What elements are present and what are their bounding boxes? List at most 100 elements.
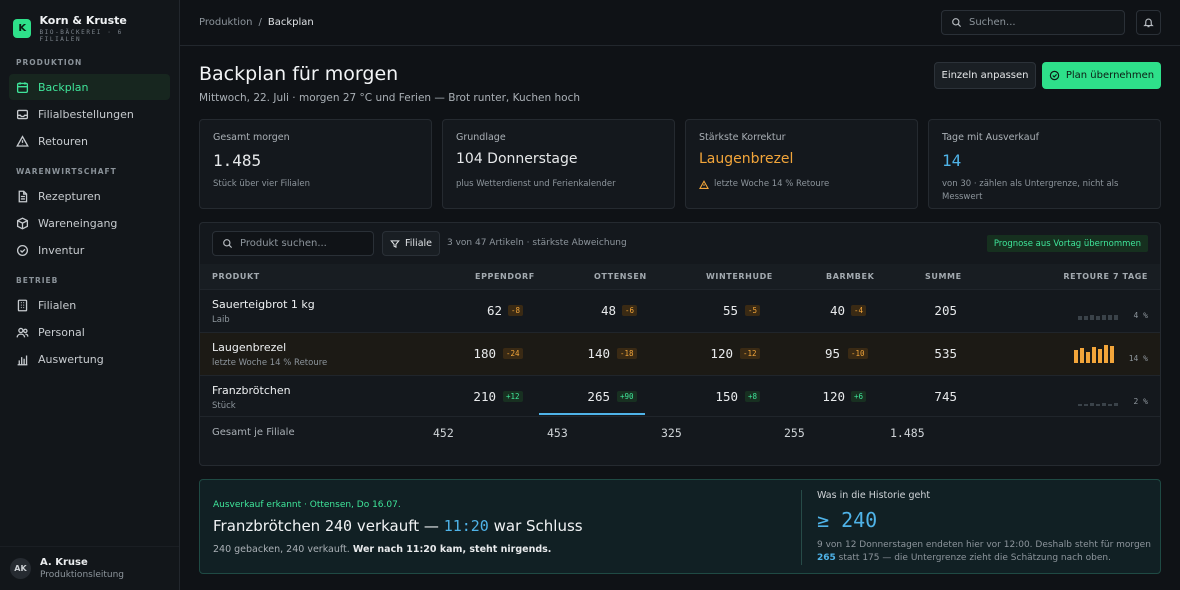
cell-barmbek[interactable]: 95 — [824, 346, 840, 361]
sparkline-bar — [1102, 403, 1106, 406]
product-sub: letzte Woche 14 % Retoure — [212, 358, 328, 368]
sidebar-item-filialen[interactable]: Filialen — [9, 292, 170, 318]
alert-headline-time: 11:20 — [443, 517, 489, 535]
col-ottensen: OTTENSEN — [594, 272, 647, 281]
user-role: Produktionsleitung — [40, 570, 125, 580]
card-note: plus Wetterdienst und Ferienkalender — [456, 179, 616, 189]
sidebar-item-rezepturen[interactable]: Rezepturen — [9, 183, 170, 209]
notifications-button[interactable] — [1136, 10, 1161, 35]
card-note: Stück über vier Filialen — [213, 179, 310, 189]
product-search-placeholder: Produkt suchen... — [240, 238, 327, 249]
delta-barmbek: -4 — [851, 305, 867, 316]
inbox-icon — [16, 109, 29, 119]
alert-triangle-icon — [16, 134, 29, 147]
card-value: 104 Donnerstage — [456, 151, 578, 167]
cell-ottensen[interactable]: 265 — [587, 389, 610, 404]
table-header: PRODUKT EPPENDORF OTTENSEN WINTERHUDE BA… — [200, 264, 1160, 289]
sidebar-item-auswertung[interactable]: Auswertung — [9, 346, 170, 372]
sparkline-bar — [1110, 346, 1114, 363]
table-row[interactable]: Franzbrötchen Stück 210 +12 265 +90 150 … — [200, 375, 1160, 418]
sparkline-bar — [1084, 316, 1088, 320]
delta-barmbek: +6 — [851, 391, 867, 402]
delta-winterhude: -5 — [745, 305, 761, 316]
selected-cell-underline — [539, 413, 645, 415]
cell-summe: 745 — [934, 389, 957, 404]
sparkline-bar — [1098, 349, 1102, 363]
brand-subtitle: BIO-BÄCKEREI · 6 FILIALEN — [39, 29, 123, 43]
sparkline-bar — [1102, 315, 1106, 320]
card-basis: Grundlage 104 Donnerstage plus Wetterdie… — [442, 119, 675, 209]
sidebar: K Korn & Kruste BIO-BÄCKEREI · 6 FILIALE… — [0, 0, 180, 590]
table-footer: Gesamt je Filiale 452 453 325 255 1.485 — [200, 416, 1160, 446]
search-input[interactable]: Suchen... — [941, 10, 1125, 35]
history-text-num: 265 — [817, 553, 836, 563]
search-placeholder: Suchen... — [969, 17, 1016, 28]
col-produkt: PRODUKT — [212, 272, 260, 281]
card-value: 14 — [942, 151, 962, 170]
page-subtitle: Mittwoch, 22. Juli · morgen 27 °C und Fe… — [199, 92, 581, 104]
bar-chart-icon — [17, 354, 28, 365]
cell-barmbek[interactable]: 120 — [822, 389, 845, 404]
history-text: 9 von 12 Donnerstagen endeten hier vor 1… — [817, 539, 1152, 565]
cell-barmbek[interactable]: 40 — [829, 303, 845, 318]
user-profile[interactable]: AK A. Kruse Produktionsleitung — [0, 546, 179, 590]
section-betrieb: BETRIEB — [16, 276, 59, 285]
alert-headline-mid: verkauft — — [356, 517, 439, 535]
filter-button[interactable]: Filiale — [382, 231, 440, 256]
topbar: Produktion / Backplan Suchen... — [180, 0, 1180, 46]
alert-body: 240 gebacken, 240 verkauft. Wer nach 11:… — [213, 544, 551, 555]
sparkline-bar — [1092, 347, 1096, 363]
retoure-sparkline — [1074, 345, 1114, 363]
cell-ottensen[interactable]: 140 — [587, 346, 610, 361]
sidebar-item-backplan[interactable]: Backplan — [9, 74, 170, 100]
cell-eppendorf[interactable]: 62 — [486, 303, 502, 318]
card-value: Laugenbrezel — [699, 151, 794, 167]
sidebar-item-inventur[interactable]: Inventur — [9, 237, 170, 263]
col-barmbek: BARMBEK — [826, 272, 875, 281]
cell-eppendorf[interactable]: 180 — [473, 346, 496, 361]
delta-eppendorf: -24 — [503, 348, 523, 359]
table-row[interactable]: Laugenbrezel letzte Woche 14 % Retoure 1… — [200, 332, 1160, 375]
sparkline-bar — [1074, 350, 1078, 363]
sidebar-item-personal[interactable]: Personal — [9, 319, 170, 345]
apply-plan-button[interactable]: Plan übernehmen — [1042, 62, 1161, 89]
cell-winterhude[interactable]: 120 — [710, 346, 733, 361]
plan-table-panel: Produkt suchen... Filiale 3 von 47 Artik… — [199, 222, 1161, 466]
retoure-percent: 2 % — [1133, 397, 1148, 406]
cell-eppendorf[interactable]: 210 — [473, 389, 496, 404]
calendar-icon — [16, 81, 29, 93]
sidebar-item-label: Filialen — [38, 298, 77, 312]
sidebar-item-retouren[interactable]: Retouren — [9, 128, 170, 154]
footer-total: 1.485 — [890, 426, 925, 440]
cell-ottensen[interactable]: 48 — [600, 303, 616, 318]
delta-winterhude: -12 — [740, 348, 760, 359]
sidebar-item-label: Personal — [38, 325, 85, 339]
brand: K Korn & Kruste BIO-BÄCKEREI · 6 FILIALE… — [0, 0, 179, 46]
cell-winterhude[interactable]: 150 — [715, 389, 738, 404]
adjust-individually-button[interactable]: Einzeln anpassen — [934, 62, 1036, 89]
card-note: von 30 · zählen als Untergrenze, nicht a… — [942, 179, 1119, 202]
product-sub: Stück — [212, 401, 236, 411]
check-circle-icon — [16, 244, 29, 256]
sparkline-bar — [1108, 315, 1112, 320]
section-produktion: PRODUKTION — [16, 58, 83, 67]
user-name: A. Kruse — [40, 557, 88, 568]
sparkline-bar — [1084, 404, 1088, 406]
breadcrumb-produktion[interactable]: Produktion — [199, 17, 253, 28]
cell-winterhude[interactable]: 55 — [722, 303, 738, 318]
sparkline-bar — [1090, 315, 1094, 320]
section-warenwirtschaft: WARENWIRTSCHAFT — [16, 167, 117, 176]
alert-tag: Ausverkauf erkannt · Ottensen, Do 16.07. — [213, 500, 401, 510]
product-search-input[interactable]: Produkt suchen... — [212, 231, 374, 256]
retoure-sparkline — [1078, 302, 1118, 320]
card-note-row: letzte Woche 14 % Retoure — [699, 178, 904, 191]
sellout-alert: Ausverkauf erkannt · Ottensen, Do 16.07.… — [199, 479, 1161, 574]
table-row[interactable]: Sauerteigbrot 1 kg Laib 62 -8 48 -6 55 -… — [200, 289, 1160, 332]
apply-plan-label: Plan übernehmen — [1065, 70, 1155, 81]
alert-headline-product: Franzbrötchen — [213, 517, 321, 535]
col-summe: SUMME — [925, 272, 962, 281]
sidebar-item-filialbestellungen[interactable]: Filialbestellungen — [9, 101, 170, 127]
sparkline-bar — [1090, 403, 1094, 406]
sidebar-item-wareneingang[interactable]: Wareneingang — [9, 210, 170, 236]
delta-eppendorf: +12 — [503, 391, 523, 402]
